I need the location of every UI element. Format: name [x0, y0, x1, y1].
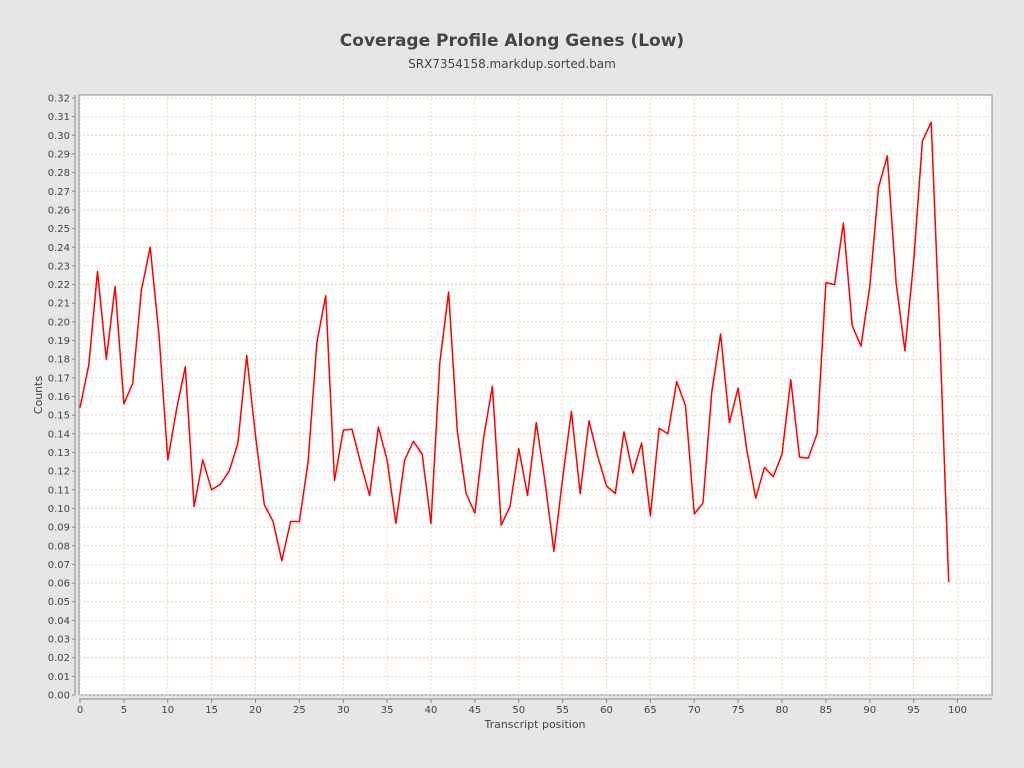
- x-tick-label: 65: [644, 705, 657, 716]
- x-tick-label: 25: [293, 705, 306, 716]
- x-tick-label: 30: [337, 705, 350, 716]
- x-tick-label: 40: [425, 705, 438, 716]
- x-tick-label: 90: [863, 705, 876, 716]
- x-tick-label: 5: [121, 705, 127, 716]
- y-tick-label: 0.29: [48, 149, 70, 160]
- y-tick-label: 0.10: [48, 504, 70, 515]
- y-tick-label: 0.06: [48, 579, 70, 590]
- y-tick-label: 0.02: [48, 653, 70, 664]
- y-tick-label: 0.17: [48, 373, 70, 384]
- plot-area: [78, 94, 993, 696]
- y-tick-label: 0.08: [48, 541, 70, 552]
- y-tick-label: 0.19: [48, 336, 70, 347]
- y-tick-label: 0.09: [48, 523, 70, 534]
- x-tick-label: 60: [600, 705, 613, 716]
- y-tick-label: 0.13: [48, 448, 70, 459]
- x-axis-label: Transcript position: [483, 718, 585, 731]
- y-tick-label: 0.16: [48, 392, 70, 403]
- x-tick-label: 35: [381, 705, 394, 716]
- chart-subtitle: SRX7354158.markdup.sorted.bam: [408, 57, 616, 71]
- chart-title: Coverage Profile Along Genes (Low): [339, 31, 685, 51]
- y-tick-label: 0.00: [48, 691, 70, 702]
- y-tick-label: 0.15: [48, 411, 70, 422]
- x-tick-label: 100: [948, 705, 967, 716]
- x-tick-label: 70: [688, 705, 701, 716]
- y-axis-label: Counts: [32, 376, 45, 415]
- x-tick-label: 50: [512, 705, 525, 716]
- y-tick-label: 0.26: [48, 205, 70, 216]
- x-tick-label: 45: [469, 705, 482, 716]
- y-tick-label: 0.23: [48, 261, 70, 272]
- y-tick-label: 0.30: [48, 131, 70, 142]
- y-tick-label: 0.07: [48, 560, 70, 571]
- x-tick-label: 10: [161, 705, 174, 716]
- y-tick-label: 0.04: [48, 616, 70, 627]
- y-tick-label: 0.18: [48, 355, 70, 366]
- y-tick-label: 0.21: [48, 299, 70, 310]
- y-tick-label: 0.28: [48, 168, 70, 179]
- x-tick-label: 20: [249, 705, 262, 716]
- x-tick-label: 75: [732, 705, 745, 716]
- y-tick-label: 0.24: [48, 243, 70, 254]
- y-tick-label: 0.14: [48, 429, 70, 440]
- series-line-counts: [79, 121, 950, 583]
- x-tick-label: 95: [907, 705, 920, 716]
- y-tick-label: 0.12: [48, 467, 70, 478]
- y-tick-label: 0.32: [48, 94, 70, 105]
- y-tick-label: 0.22: [48, 280, 70, 291]
- y-tick-label: 0.01: [48, 672, 70, 683]
- y-tick-label: 0.20: [48, 317, 70, 328]
- x-tick-label: 85: [820, 705, 833, 716]
- y-tick-label: 0.03: [48, 635, 70, 646]
- x-tick-label: 15: [205, 705, 218, 716]
- y-tick-label: 0.27: [48, 187, 70, 198]
- x-tick-label: 55: [556, 705, 569, 716]
- x-tick-label: 80: [776, 705, 789, 716]
- y-tick-label: 0.11: [48, 485, 70, 496]
- y-tick-label: 0.31: [48, 112, 70, 123]
- y-tick-label: 0.05: [48, 597, 70, 608]
- x-tick-label: 0: [77, 705, 83, 716]
- y-tick-label: 0.25: [48, 224, 70, 235]
